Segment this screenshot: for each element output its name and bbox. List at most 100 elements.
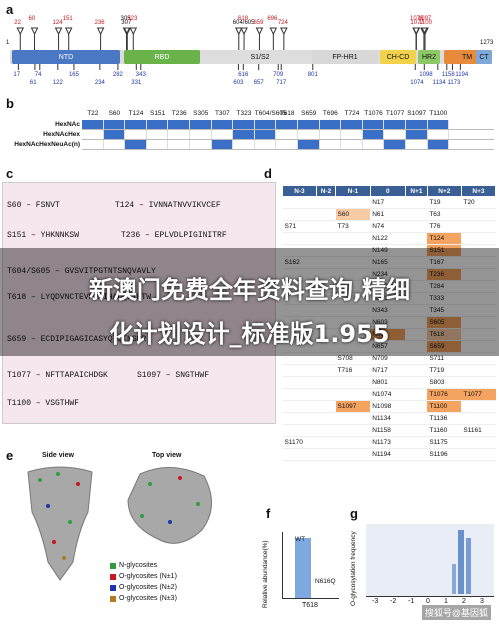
legend-label: N-glycosites (119, 562, 158, 569)
table-cell: T284 (427, 280, 462, 293)
grid-cell (190, 130, 212, 139)
grid-cell (103, 130, 126, 139)
table-cell: T618 (427, 328, 462, 341)
table-cell (316, 196, 336, 209)
table-cell (461, 268, 496, 281)
table-cell: N1134 (370, 412, 406, 425)
top-site-label: 323 (127, 16, 138, 22)
table-header-cell: N-3 (282, 185, 317, 197)
top-site-marker (269, 27, 278, 36)
table-row: N1134 T1136 (282, 412, 496, 425)
top-view-title: Top view (152, 452, 182, 459)
table-cell (405, 412, 428, 425)
table-cell (461, 376, 496, 389)
table-cell (282, 328, 317, 341)
bottom-site-label: 122 (52, 80, 63, 86)
grid-cell (384, 120, 406, 129)
table-row: S71 T73 N74 T76 (282, 220, 496, 233)
sequon-table-header: N-3 N-2 N-1 0 N+1 N+2 N+3 (282, 185, 497, 197)
grid-cell (82, 130, 104, 139)
table-cell (282, 340, 317, 353)
table-cell: T167 (427, 256, 462, 269)
grid-column-header: S659 (301, 110, 317, 117)
table-row: N801 S803 (282, 376, 496, 389)
top-site-label: 236 (94, 20, 105, 26)
table-cell (335, 280, 371, 293)
table-cell (282, 352, 317, 365)
table-cell: T1077 (461, 388, 496, 401)
grid-cell (211, 140, 234, 149)
table-cell (461, 256, 496, 269)
overlay-banner (0, 248, 499, 356)
glycosite-lollipops (16, 27, 461, 70)
top-site-marker (240, 27, 248, 36)
grid-cell (211, 120, 234, 129)
top-site-marker (16, 27, 25, 36)
peptide-t618: T618 – LYQDVNCTEVPVAIHADQLTPTW (7, 293, 152, 302)
top-site-marker (280, 27, 288, 36)
table-row: N234 T236 (282, 268, 496, 281)
table-cell (282, 268, 317, 281)
spike-top-view (127, 466, 212, 544)
table-cell (461, 400, 496, 413)
top-site-label: 1077 (410, 20, 424, 26)
grid-column-header: T124 (128, 110, 144, 117)
legend-o-glycosites-2: O-glycosites (N±2) (110, 584, 177, 591)
panel-g-tick: 3 (480, 598, 484, 605)
grid-cell (427, 140, 450, 149)
table-cell (316, 316, 336, 329)
table-cell: N343 (370, 304, 406, 317)
table-cell (405, 220, 428, 233)
table-cell: T63 (427, 208, 462, 221)
grid-cell (233, 130, 255, 139)
table-cell (335, 196, 371, 209)
glycoform-grid: T22 S60 T124 S151 T236 S305 T307 T323 T604/S605 T… (82, 110, 494, 150)
grid-cell (297, 140, 320, 149)
top-site-label: 60 (28, 16, 36, 22)
domain-chcd: CH-CD (380, 50, 416, 64)
table-cell: S151 (427, 244, 462, 257)
table-cell (335, 256, 371, 269)
table-cell: N603 (370, 316, 406, 329)
peptide-s60: S60 – FSNVT (7, 201, 60, 210)
table-cell (461, 328, 496, 341)
table-cell (282, 364, 317, 377)
grid-cell (147, 140, 169, 149)
table-cell: N17 (370, 196, 406, 209)
table-row: N1074 T1076 T1077 (282, 388, 496, 401)
panel-c-label: c (6, 166, 14, 181)
bottom-site-label: 74 (34, 72, 42, 78)
top-site-marker (64, 27, 73, 36)
table-cell (405, 424, 428, 437)
table-cell (461, 364, 496, 377)
table-cell (282, 316, 317, 329)
grid-column-header: T696 (322, 110, 338, 117)
grid-column-header: T618 (279, 110, 295, 117)
table-cell (461, 412, 496, 425)
peptide-t236: T236 – EPLVDLPIGINITRF (121, 231, 227, 240)
table-cell: S803 (427, 376, 462, 389)
table-row: S162 N165 T167 (282, 256, 496, 269)
panel-g-label: g (350, 506, 358, 521)
table-row: N17 T19 T20 (282, 196, 496, 209)
table-row: N1158 T1160 S1161 (282, 424, 496, 437)
panel-b-label: b (6, 96, 14, 111)
peptide-s151: S151 – YHKNNKSW (7, 231, 80, 240)
bottom-site-label: 1134 (432, 80, 446, 86)
bottom-site-label: 717 (276, 80, 287, 86)
table-cell (282, 424, 317, 437)
table-row: N603 S605 (282, 316, 496, 329)
table-cell (461, 244, 496, 257)
table-cell: T19 (427, 196, 462, 209)
table-cell: N149 (370, 244, 406, 257)
grid-header: T22 S60 T124 S151 T236 S305 T307 T323 T604/S605 T… (82, 110, 494, 120)
table-cell (316, 244, 336, 257)
top-site-label: 724 (277, 20, 288, 26)
table-cell (316, 232, 336, 245)
table-cell: N1158 (370, 424, 406, 437)
table-cell (316, 304, 336, 317)
legend-label: O-glycosites (N±3) (119, 595, 177, 602)
table-cell (335, 340, 371, 353)
top-site-marker (255, 27, 264, 36)
grid-cell (320, 140, 342, 149)
